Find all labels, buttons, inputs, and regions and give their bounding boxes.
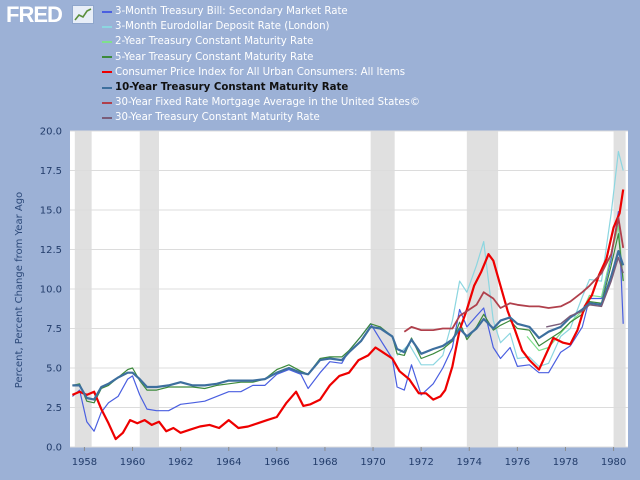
- y-tick-label: 17.5: [40, 166, 62, 177]
- legend-label: 3-Month Eurodollar Deposit Rate (London): [115, 21, 330, 33]
- series-line-7: [403, 217, 625, 333]
- y-tick-label: 2.5: [46, 403, 62, 414]
- x-tick-label: 1976: [505, 457, 530, 468]
- x-tick-label: 1960: [120, 457, 145, 468]
- x-tick-label: 1972: [408, 457, 433, 468]
- legend-swatch: [102, 101, 112, 104]
- x-tick-label: 1958: [72, 457, 97, 468]
- x-tick-label: 1964: [216, 457, 241, 468]
- y-axis-label: Percent, Percent Change from Year Ago: [14, 192, 25, 388]
- y-tick-label: 10.0: [40, 285, 62, 296]
- x-tick-label: 1968: [312, 457, 337, 468]
- legend-item[interactable]: 10-Year Treasury Constant Maturity Rate: [102, 80, 420, 95]
- fred-logo: FRED: [6, 2, 63, 27]
- legend-swatch: [102, 56, 112, 59]
- chart-legend: 3-Month Treasury Bill: Secondary Market …: [102, 4, 420, 126]
- legend-label: 30-Year Fixed Rate Mortgage Average in t…: [115, 97, 421, 109]
- x-tick-label: 1966: [264, 457, 289, 468]
- y-tick-label: 5.0: [46, 364, 62, 375]
- x-tick-label: 1970: [360, 457, 385, 468]
- legend-swatch: [102, 40, 112, 43]
- y-tick-label: 15.0: [40, 206, 62, 217]
- x-tick-label: 1980: [601, 457, 626, 468]
- y-tick-label: 20.0: [40, 127, 62, 138]
- legend-item[interactable]: 30-Year Fixed Rate Mortgage Average in t…: [102, 95, 420, 110]
- legend-label: 3-Month Treasury Bill: Secondary Market …: [115, 6, 348, 18]
- y-tick-label: 12.5: [40, 245, 62, 256]
- legend-label: 10-Year Treasury Constant Maturity Rate: [115, 82, 349, 94]
- legend-label: 2-Year Treasury Constant Maturity Rate: [115, 36, 314, 48]
- legend-label: 30-Year Treasury Constant Maturity Rate: [115, 112, 320, 124]
- series-line-5: [71, 189, 625, 441]
- legend-swatch: [102, 116, 112, 119]
- legend-swatch: [102, 86, 112, 89]
- legend-item[interactable]: 3-Month Treasury Bill: Secondary Market …: [102, 4, 420, 19]
- legend-label: 5-Year Treasury Constant Maturity Rate: [115, 51, 314, 63]
- legend-swatch: [102, 71, 112, 74]
- x-tick-label: 1962: [168, 457, 193, 468]
- series-line-8: [546, 256, 624, 328]
- y-tick-label: 7.5: [46, 324, 62, 335]
- series-line-6: [72, 250, 625, 401]
- legend-item[interactable]: 3-Month Eurodollar Deposit Rate (London): [102, 19, 420, 34]
- x-tick-label: 1974: [457, 457, 482, 468]
- chart-line-icon: [72, 5, 94, 24]
- series-line-4: [72, 233, 624, 404]
- legend-item[interactable]: 30-Year Treasury Constant Maturity Rate: [102, 110, 420, 125]
- legend-label: Consumer Price Index for All Urban Consu…: [115, 66, 406, 78]
- legend-item[interactable]: 5-Year Treasury Constant Maturity Rate: [102, 50, 420, 65]
- y-tick-label: 0.0: [46, 443, 62, 454]
- legend-swatch: [102, 10, 112, 13]
- x-tick-label: 1978: [553, 457, 578, 468]
- legend-item[interactable]: Consumer Price Index for All Urban Consu…: [102, 65, 420, 80]
- legend-swatch: [102, 25, 112, 28]
- series-line-2: [396, 150, 624, 367]
- legend-item[interactable]: 2-Year Treasury Constant Maturity Rate: [102, 34, 420, 49]
